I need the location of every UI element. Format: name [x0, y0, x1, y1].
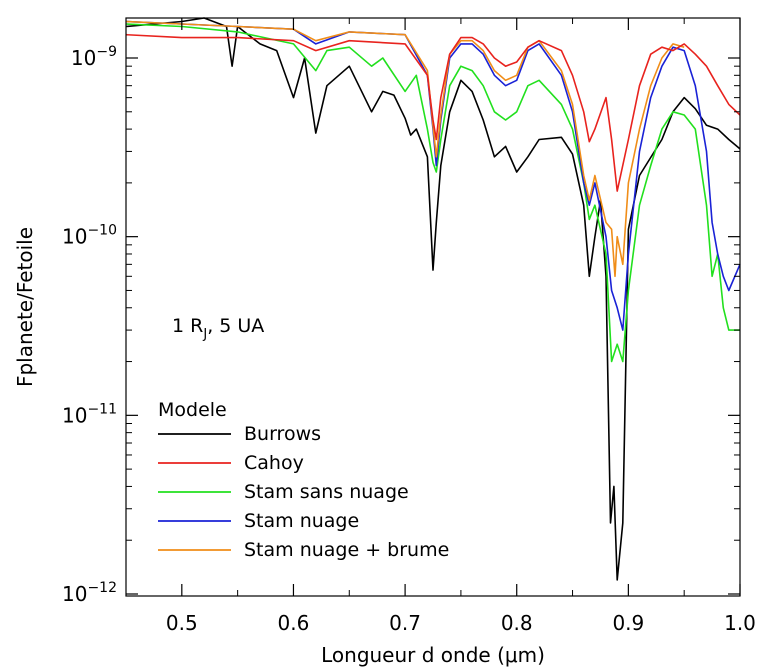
plot-frame	[125, 17, 741, 597]
annotation-label: 1 RJ, 5 UA	[172, 315, 264, 342]
legend-label: Burrows	[244, 423, 321, 445]
series-line-stam-nuage-brume	[125, 20, 685, 278]
x-tick-label: 0.9	[612, 611, 644, 635]
x-tick-label: 0.6	[278, 611, 310, 635]
axis-ticks: 0.5 0.6 0.7 0.8 0.9 1.0 10−9 10−10 10−11 10−12	[62, 18, 756, 635]
y-tick-label: 10−12	[62, 580, 117, 606]
annotation-suffix: , 5 UA	[207, 315, 264, 337]
legend-label: Stam nuage + brume	[244, 539, 449, 561]
series-line-stam-sans-nuage	[125, 23, 740, 363]
y-tick-label: 10−9	[71, 44, 117, 70]
legend-label: Cahoy	[244, 452, 304, 474]
legend-title: Modele	[158, 399, 227, 421]
x-tick-label: 0.7	[389, 611, 421, 635]
x-axis-label: Longueur d onde (μm)	[321, 643, 545, 667]
legend-entries: Burrows Cahoy Stam sans nuage Stam nuage Sta…	[158, 423, 449, 561]
y-tick-label: 10−11	[62, 401, 117, 427]
series-line-stam-nuage	[125, 20, 741, 331]
series-line-burrows	[125, 17, 741, 581]
y-axis-label: Fplanete/Fetoile	[13, 227, 37, 387]
annotation-prefix: 1 R	[172, 315, 203, 337]
y-tick-label: 10−10	[62, 223, 117, 249]
annotation-subscript: J	[202, 327, 207, 342]
legend-label: Stam sans nuage	[244, 481, 409, 503]
x-tick-label: 1.0	[724, 611, 756, 635]
legend-label: Stam nuage	[244, 510, 359, 532]
series-line-cahoy	[125, 33, 741, 192]
legend: Modele Burrows Cahoy Stam sans nuage Stam n…	[158, 399, 449, 561]
x-tick-label: 0.8	[501, 611, 533, 635]
series-layer	[125, 17, 741, 581]
x-tick-label: 0.5	[166, 611, 198, 635]
